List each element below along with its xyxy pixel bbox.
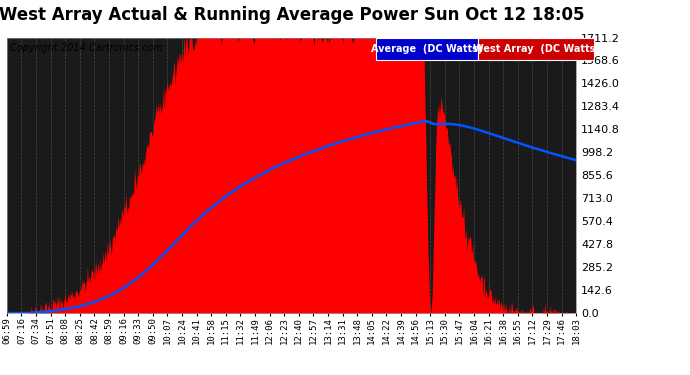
Text: Average  (DC Watts): Average (DC Watts) [371, 44, 483, 54]
Text: West Array  (DC Watts): West Array (DC Watts) [473, 44, 600, 54]
Text: West Array Actual & Running Average Power Sun Oct 12 18:05: West Array Actual & Running Average Powe… [0, 6, 584, 24]
Text: Copyright 2014 Cartronics.com: Copyright 2014 Cartronics.com [10, 43, 164, 53]
